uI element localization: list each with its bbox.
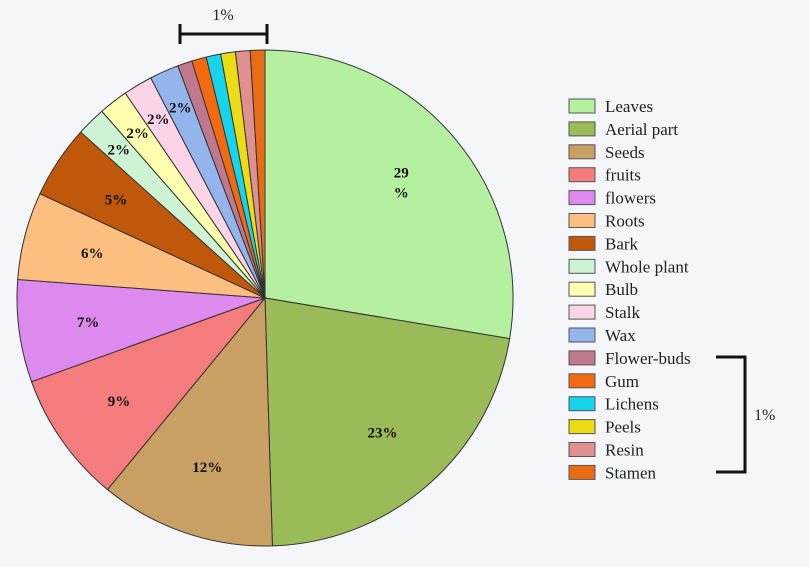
legend-swatch-gum [568,373,596,389]
legend-swatch-fruits [568,167,596,183]
slice-label-seeds: 12% [192,460,222,476]
legend-label-peels: Peels [605,418,641,437]
pie-slice-leaves [264,49,514,340]
legend-swatch-whole-plant [568,258,596,274]
slice-label-aerial-part: 23% [368,426,398,442]
top-bracket-label: 1% [212,7,233,24]
legend-label-seeds: Seeds [605,143,645,162]
legend-label-wax: Wax [605,326,636,345]
legend-label-aerial-part: Aerial part [605,120,678,139]
legend-swatch-roots [568,213,596,228]
legend-swatch-wax [568,327,596,343]
slice-label-bark: 5% [105,193,128,209]
legend-label-roots: Roots [605,212,645,231]
slice-label-wax: 2% [169,101,192,117]
legend-bracket: 1% [716,355,775,474]
legend-label-leaves: Leaves [605,97,653,116]
legend-swatch-aerial-part [568,121,596,137]
legend-bracket-label: 1% [754,407,775,424]
legend-swatch-flowers [568,190,596,206]
legend-label-resin: Resin [605,441,644,460]
legend-label-whole-plant: Whole plant [605,257,689,276]
legend-swatch-leaves [568,98,596,114]
legend-swatch-flower-buds [568,350,596,366]
legend-label-flower-buds: Flower-buds [605,349,691,368]
legend-label-fruits: fruits [605,166,641,185]
slice-label-whole-plant: 2% [108,143,131,159]
legend: Leaves Aerial part Seeds fruits flowers Roots… [568,97,691,482]
slice-label-bulb: 2% [126,126,149,142]
pie-slice-stamen [249,49,266,299]
legend-swatch-seeds [568,144,596,160]
legend-label-lichens: Lichens [605,395,659,414]
pie-slice-seeds [106,296,273,547]
slice-label-stalk: 2% [147,112,170,128]
top-bracket: 1% [178,7,269,44]
legend-swatch-peels [568,419,596,435]
legend-label-bark: Bark [605,234,639,253]
legend-label-bulb: Bulb [605,280,638,299]
slice-label-flowers: 7% [77,315,100,331]
slice-label-roots: 6% [81,246,104,262]
legend-swatch-resin [568,442,596,457]
slice-label-leaves: 29% [394,166,409,202]
legend-label-stalk: Stalk [605,303,640,322]
slice-label-fruits: 9% [108,394,131,410]
legend-swatch-bulb [568,281,596,297]
legend-swatch-bark [568,235,596,251]
pie-slice-fruits [30,296,267,491]
legend-swatch-lichens [568,396,596,412]
pie-slice-aerial-part [264,297,511,547]
pie-slice-labels: 29 %23%12%9%7%6%5%2%2%2%2% [77,101,409,476]
pie-slices [16,49,514,547]
legend-label-flowers: flowers [605,189,656,208]
legend-swatch-stamen [568,464,596,480]
legend-label-stamen: Stamen [605,463,656,482]
legend-label-gum: Gum [605,372,639,391]
legend-swatch-stalk [568,304,596,320]
legend-bracket-line [716,355,747,474]
